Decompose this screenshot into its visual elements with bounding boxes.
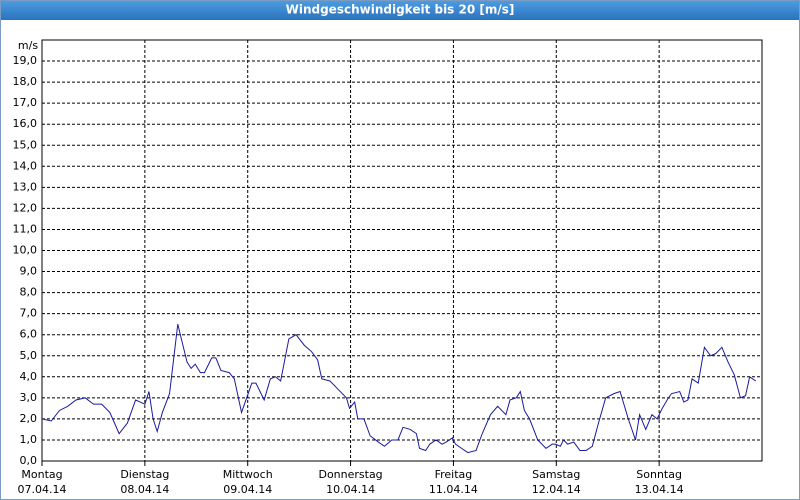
- y-tick-label: 2,0: [20, 412, 38, 425]
- y-tick-label: 17,0: [13, 96, 38, 109]
- y-tick-label: 3,0: [20, 391, 38, 404]
- x-tick-label: Sonntag: [636, 468, 682, 481]
- x-tick-date: 11.04.14: [429, 483, 478, 496]
- y-tick-label: 7,0: [20, 307, 38, 320]
- y-tick-label: 19,0: [13, 54, 38, 67]
- y-tick-label: 12,0: [13, 201, 38, 214]
- y-tick-label: 18,0: [13, 75, 38, 88]
- y-tick-label: 4,0: [20, 370, 38, 383]
- wind-line: [41, 324, 757, 454]
- x-tick-date: 08.04.14: [120, 483, 169, 496]
- x-tick-label: Freitag: [435, 468, 473, 481]
- x-tick-date: 09.04.14: [223, 483, 272, 496]
- x-tick-date: 07.04.14: [18, 483, 67, 496]
- y-tick-label: 16,0: [13, 117, 38, 130]
- y-tick-label: 6,0: [20, 328, 38, 341]
- x-tick-date: 13.04.14: [635, 483, 684, 496]
- x-tick-date: 10.04.14: [326, 483, 375, 496]
- x-tick-label: Mittwoch: [223, 468, 273, 481]
- title-bar: [0, 0, 800, 20]
- y-tick-label: 8,0: [20, 286, 38, 299]
- plot-border: [41, 39, 763, 462]
- y-tick-label: 0,0: [20, 454, 38, 467]
- x-tick-label: Montag: [21, 468, 62, 481]
- x-tick-label: Donnerstag: [318, 468, 382, 481]
- y-unit: m/s: [18, 39, 38, 52]
- y-tick-label: 1,0: [20, 433, 38, 446]
- y-tick-label: 11,0: [13, 222, 38, 235]
- x-tick-label: Samstag: [532, 468, 580, 481]
- chart-title: Windgeschwindigkeit bis 20 [m/s]: [286, 3, 515, 17]
- x-tick-label: Dienstag: [120, 468, 169, 481]
- y-tick-label: 15,0: [13, 138, 38, 151]
- y-tick-label: 5,0: [20, 349, 38, 362]
- x-tick-date: 12.04.14: [532, 483, 581, 496]
- plot: 0,0 1,0 2,0 3,0 4,0 5,0 6,0 7,0 8,0 9,0 10,0 11,0 12…: [13, 39, 763, 496]
- y-tick-label: 14,0: [13, 159, 38, 172]
- y-tick-label: 13,0: [13, 180, 38, 193]
- y-tick-label: 9,0: [20, 265, 38, 278]
- y-tick-label: 10,0: [13, 244, 38, 257]
